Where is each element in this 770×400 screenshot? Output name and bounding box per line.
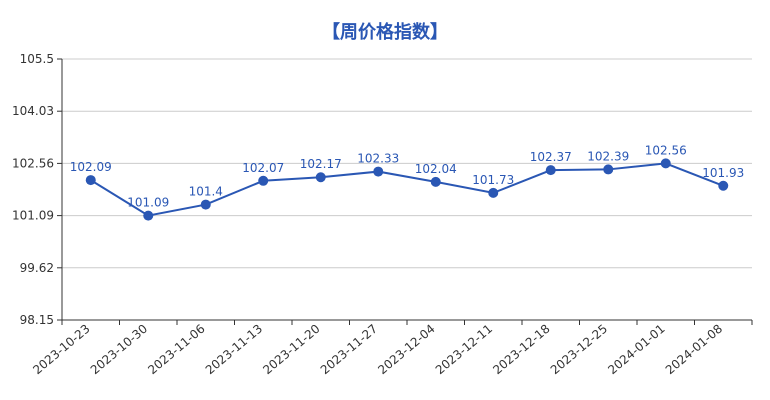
x-tick-label: 2023-12-11 — [433, 322, 495, 378]
x-tick-label: 2024-01-01 — [605, 322, 667, 378]
data-label: 102.56 — [645, 143, 687, 157]
data-point[interactable] — [488, 187, 499, 198]
data-point[interactable] — [660, 158, 671, 169]
y-tick-label: 99.62 — [20, 261, 54, 275]
y-tick-label: 101.09 — [12, 209, 54, 223]
y-tick-label: 102.56 — [12, 156, 54, 170]
y-tick-label: 104.03 — [12, 104, 54, 118]
data-label: 102.17 — [300, 157, 342, 171]
x-tick-label: 2023-12-25 — [548, 322, 610, 378]
x-tick-label: 2023-10-23 — [30, 322, 92, 378]
data-label: 102.09 — [70, 160, 112, 174]
data-point[interactable] — [373, 166, 384, 177]
data-label: 102.33 — [357, 152, 399, 166]
data-label: 101.4 — [189, 185, 223, 199]
data-label: 102.37 — [530, 150, 572, 164]
data-label: 102.39 — [587, 149, 629, 163]
chart-title: 【周价格指数】 — [322, 22, 448, 43]
x-tick-label: 2023-12-04 — [375, 322, 437, 378]
data-point[interactable] — [200, 199, 211, 210]
data-label: 102.07 — [242, 161, 284, 175]
data-point[interactable] — [85, 175, 96, 186]
data-point[interactable] — [143, 210, 154, 221]
data-point[interactable] — [545, 165, 556, 176]
data-point[interactable] — [603, 164, 614, 175]
x-tick-label: 2023-11-06 — [145, 322, 207, 378]
series-line — [90, 162, 724, 217]
x-tick-label: 2023-10-30 — [88, 322, 150, 378]
data-label: 101.09 — [127, 196, 169, 210]
x-tick-label: 2024-01-08 — [663, 322, 725, 378]
data-point[interactable] — [430, 176, 441, 187]
x-tick-label: 2023-11-13 — [203, 322, 265, 378]
x-tick-label: 2023-12-18 — [490, 322, 552, 378]
y-tick-label: 98.15 — [20, 313, 54, 327]
x-tick-label: 2023-11-20 — [260, 322, 322, 378]
data-point[interactable] — [315, 172, 326, 183]
data-point[interactable] — [718, 180, 729, 191]
data-label: 101.93 — [702, 166, 744, 180]
data-label: 102.04 — [415, 162, 457, 176]
data-label: 101.73 — [472, 173, 514, 187]
data-point[interactable] — [258, 175, 269, 186]
y-tick-label: 105.5 — [20, 52, 54, 66]
x-tick-label: 2023-11-27 — [318, 322, 380, 378]
